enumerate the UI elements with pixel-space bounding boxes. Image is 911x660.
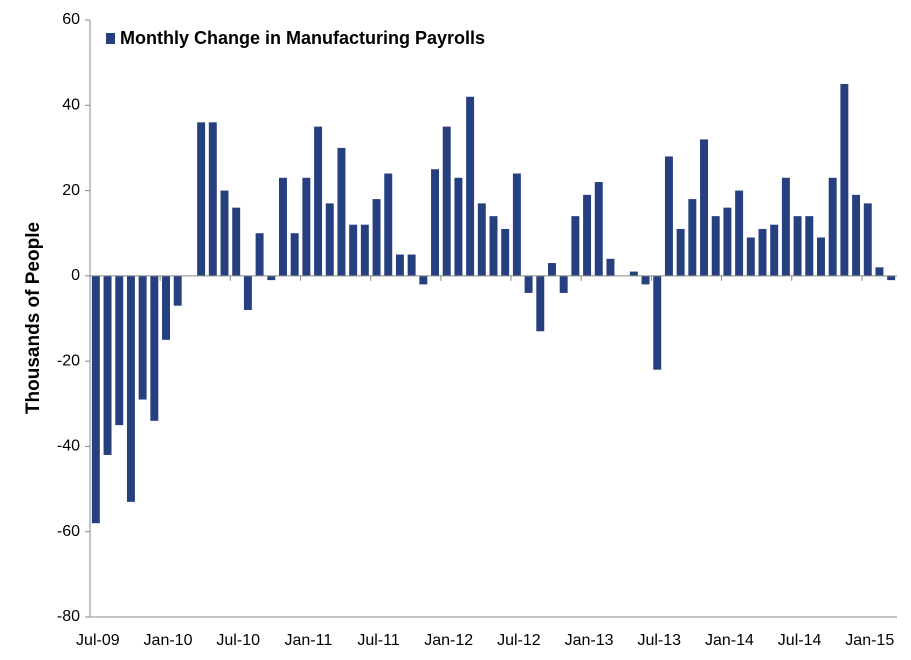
y-tick-label: -20	[57, 352, 80, 369]
bar	[360, 224, 369, 276]
bar	[407, 254, 416, 276]
bar	[314, 126, 323, 276]
bar	[594, 182, 603, 276]
bar	[243, 275, 252, 310]
y-tick-label: 60	[62, 11, 80, 28]
bar	[664, 156, 673, 276]
bar	[723, 207, 732, 276]
bar	[548, 263, 556, 276]
legend-label: Monthly Change in Manufacturing Payrolls	[120, 28, 485, 48]
bar	[653, 275, 662, 370]
bar	[805, 216, 814, 276]
bar	[325, 203, 334, 276]
y-axis-label: Thousands of People	[23, 222, 44, 414]
bar	[197, 122, 206, 276]
bar	[583, 194, 592, 276]
legend-swatch	[106, 33, 115, 44]
x-tick-label: Jul-13	[637, 632, 681, 649]
bar	[173, 275, 182, 306]
bar	[524, 275, 533, 293]
bar	[91, 275, 100, 524]
x-tick-label: Jul-10	[216, 632, 260, 649]
bar	[863, 203, 872, 276]
bar	[419, 275, 428, 285]
bar	[512, 173, 521, 276]
bar	[255, 233, 264, 276]
bar	[875, 267, 884, 276]
bar	[676, 228, 685, 276]
bar	[138, 275, 147, 400]
bar	[442, 126, 451, 276]
y-tick-label: -60	[57, 523, 80, 540]
bar	[700, 139, 708, 276]
bar	[793, 216, 802, 276]
bar	[758, 228, 767, 276]
bar	[454, 177, 463, 276]
x-tick-label: Jul-14	[778, 632, 822, 649]
bar	[162, 275, 170, 340]
bar	[349, 224, 358, 276]
bar	[279, 177, 287, 276]
x-tick-label: Jan-11	[285, 632, 333, 649]
bar	[337, 147, 346, 276]
y-tick-label: 20	[62, 182, 80, 199]
bar	[232, 207, 241, 276]
bar	[571, 216, 580, 276]
bar	[395, 254, 404, 276]
x-tick-label: Jul-09	[76, 632, 120, 649]
x-tick-label: Jul-11	[357, 632, 399, 649]
x-tick-label: Jan-12	[424, 632, 473, 649]
bar	[606, 258, 615, 276]
y-tick-label: -80	[57, 608, 80, 625]
bar	[302, 177, 311, 276]
bar	[267, 275, 276, 281]
bar	[629, 271, 638, 276]
bar	[384, 173, 393, 276]
bar	[852, 194, 861, 276]
bar	[372, 199, 381, 276]
bar	[208, 122, 217, 276]
bar	[641, 275, 650, 285]
y-tick-label: 0	[71, 267, 80, 284]
bar	[126, 275, 135, 502]
x-tick-label: Jan-14	[705, 632, 754, 649]
bar	[150, 275, 159, 421]
bar	[477, 203, 486, 276]
bar	[489, 216, 498, 276]
x-tick-label: Jan-13	[565, 632, 614, 649]
x-tick-label: Jan-10	[144, 632, 193, 649]
bar	[466, 96, 475, 276]
bar	[688, 199, 697, 276]
x-tick-label: Jan-15	[845, 632, 894, 649]
x-tick-label: Jul-12	[497, 632, 541, 649]
bar	[290, 233, 299, 276]
bar	[431, 169, 439, 276]
bar	[746, 237, 755, 276]
bar	[817, 237, 825, 276]
bar	[559, 275, 568, 293]
bar	[887, 275, 896, 281]
bar	[711, 216, 720, 276]
bar	[781, 177, 790, 276]
bar	[840, 83, 849, 276]
bar	[103, 275, 112, 455]
bar	[828, 177, 837, 276]
bar	[220, 190, 229, 276]
bar	[501, 228, 510, 276]
y-tick-label: 40	[62, 97, 80, 114]
bar	[770, 224, 779, 276]
y-tick-label: -40	[57, 438, 80, 455]
bar	[735, 190, 744, 276]
bar	[536, 275, 545, 332]
bar	[115, 275, 124, 426]
